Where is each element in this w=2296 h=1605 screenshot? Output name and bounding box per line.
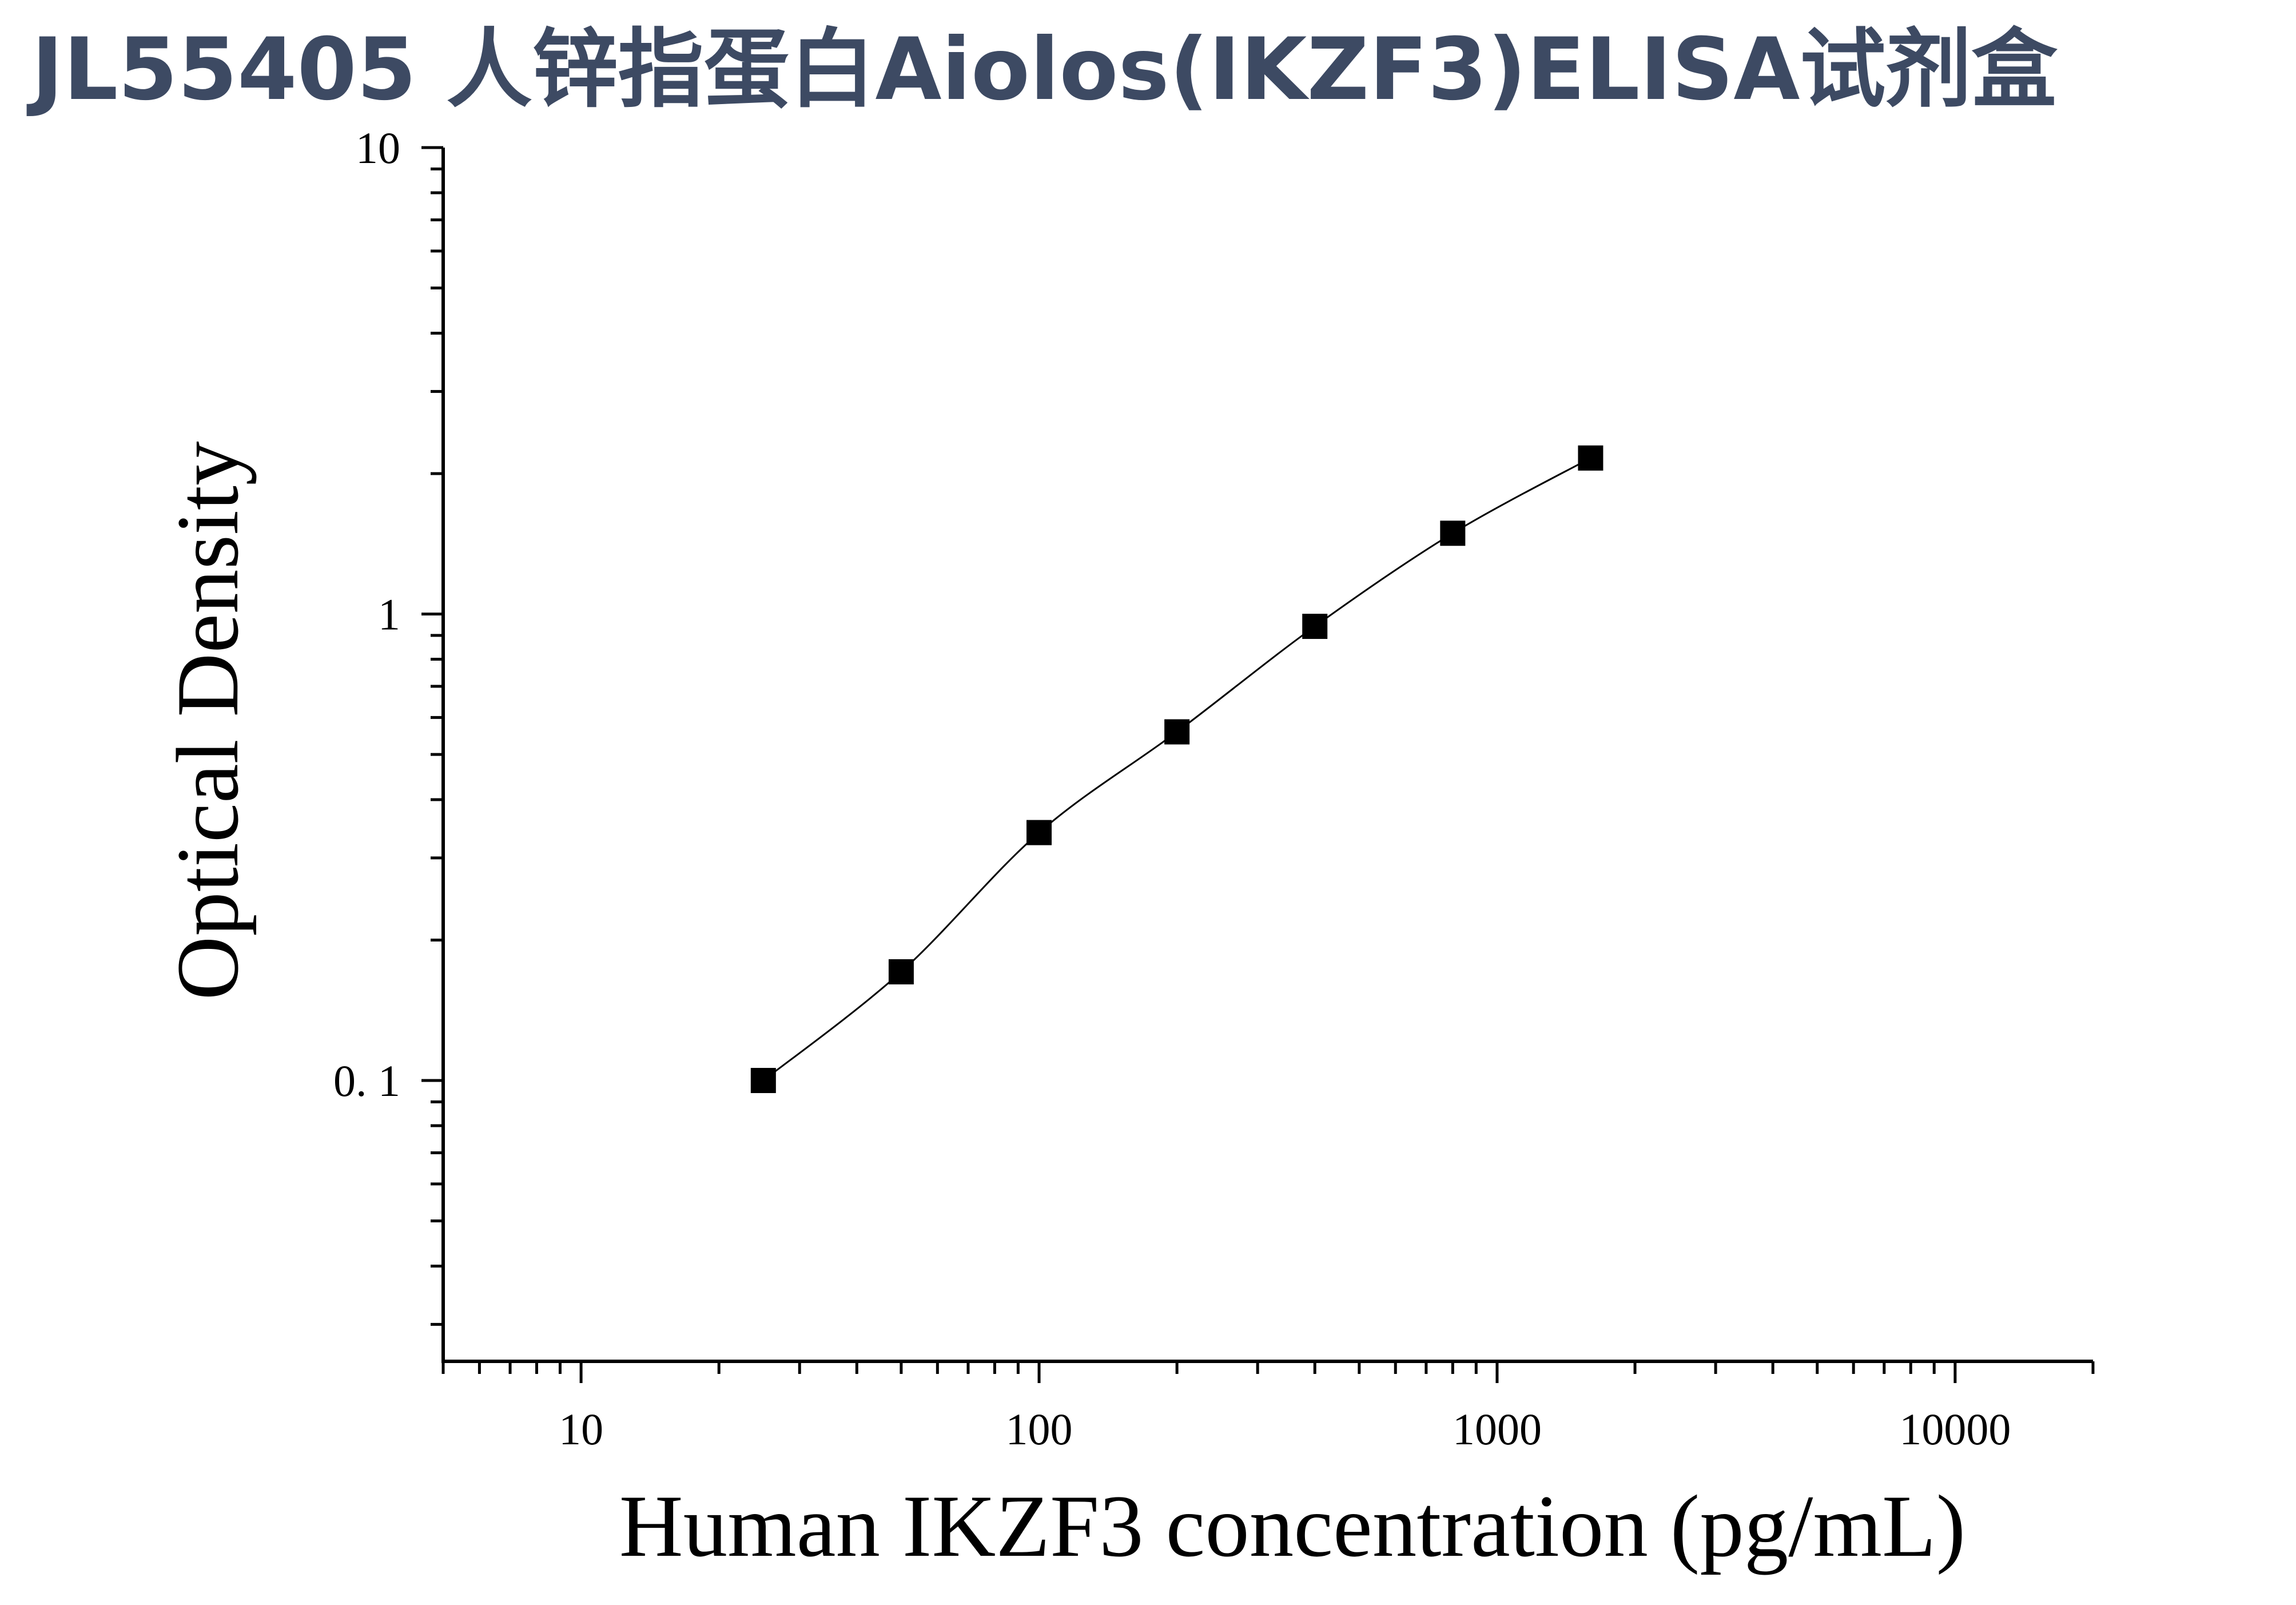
data-point <box>750 1068 776 1094</box>
chart-title: JL55405 人锌指蛋白Aiolos(IKZF3)ELISA试剂盒 <box>31 20 2058 120</box>
x-axis-label: Human IKZF3 concentration (pg/mL) <box>619 1477 1966 1575</box>
data-point <box>1440 521 1466 546</box>
fit-curve-layer <box>762 457 1591 1082</box>
fit-curve <box>762 457 1591 1082</box>
x-tick-label: 100 <box>1006 1404 1073 1454</box>
x-tick-label: 1000 <box>1453 1404 1542 1454</box>
y-axis-label: Optical Density <box>158 441 257 1000</box>
y-tick-label: 0. 1 <box>333 1056 400 1106</box>
y-tick-label: 1 <box>378 590 400 639</box>
data-point <box>1578 445 1603 471</box>
data-points-layer <box>750 445 1603 1094</box>
data-point <box>1026 820 1052 845</box>
data-point <box>1302 614 1328 639</box>
ticks: 10 100 1000 10000 0. 1 1 10 <box>333 123 2095 1454</box>
x-tick-label: 10 <box>559 1404 603 1454</box>
x-tick-label: 10000 <box>1899 1404 2011 1454</box>
data-point <box>1164 719 1190 745</box>
y-tick-label: 10 <box>356 123 400 173</box>
axes <box>441 148 2093 1363</box>
data-point <box>888 959 914 985</box>
